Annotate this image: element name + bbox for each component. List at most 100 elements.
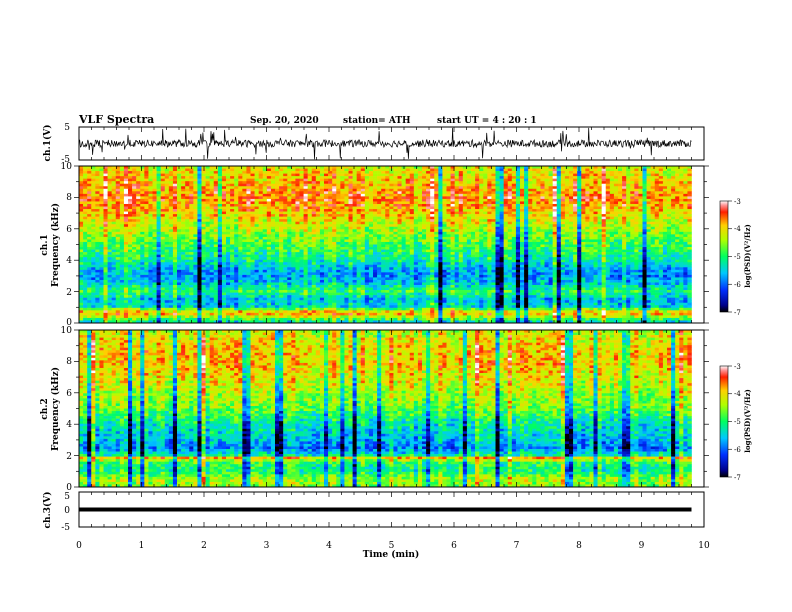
spectrogram-cell — [430, 234, 435, 238]
spectrogram-cell — [91, 211, 96, 215]
spectrogram-cell — [405, 221, 411, 225]
spectrogram-cell — [524, 188, 529, 192]
spectrogram-cell — [311, 229, 317, 233]
spectrogram-cell — [597, 231, 602, 235]
spectrogram-cell — [626, 166, 631, 169]
spectrogram-cell — [311, 183, 317, 187]
spectrogram-cell — [377, 221, 382, 225]
spectrogram-cell — [609, 166, 615, 169]
spectrogram-cell — [303, 188, 308, 192]
spectrogram-cell — [389, 247, 394, 250]
spectrogram-cell — [368, 244, 374, 248]
spectrogram-cell — [385, 244, 390, 248]
spectrogram-cell — [613, 188, 619, 192]
spectrogram-cell — [544, 236, 549, 240]
spectrogram-cell — [299, 239, 304, 243]
spectrogram-cell — [373, 176, 378, 179]
spectrogram-cell — [507, 166, 513, 169]
spectrogram-cell — [503, 206, 509, 210]
spectrogram-cell — [332, 229, 337, 233]
spectrogram-cell — [654, 173, 660, 177]
spectrogram-cell — [91, 219, 96, 223]
spectrogram-cell — [156, 234, 161, 238]
spectrogram-cell — [417, 216, 423, 220]
spectrogram-cell — [91, 239, 96, 243]
spectrogram-cell — [618, 203, 623, 207]
spectrogram-cell — [548, 219, 553, 223]
spectrogram-cell — [221, 173, 227, 177]
spectrogram-cell — [152, 173, 157, 177]
spectrogram-cell — [128, 201, 133, 205]
spectrogram-cell — [495, 181, 500, 185]
spectrogram-cell — [315, 178, 321, 182]
spectrogram-cell — [581, 236, 586, 240]
spectrogram-cell — [577, 191, 582, 195]
spectrogram-cell — [585, 188, 590, 192]
spectrogram-cell — [511, 201, 517, 205]
spectrogram-cell — [667, 221, 672, 225]
spectrogram-cell — [520, 166, 525, 169]
spectrogram-cell — [344, 239, 349, 243]
spectrogram-cell — [115, 244, 121, 248]
spectrogram-cell — [99, 236, 104, 240]
spectrogram-cell — [144, 229, 149, 233]
spectrogram-cell — [230, 191, 235, 195]
spectrogram-cell — [589, 219, 594, 223]
spectrogram-cell — [246, 247, 251, 250]
spectrogram-cell — [364, 221, 370, 225]
spectrogram-cell — [683, 206, 688, 210]
date-label: Sep. 20, 2020 — [250, 116, 319, 126]
spectrogram-cell — [156, 201, 161, 205]
spectrogram-cell — [99, 193, 104, 197]
spectrogram-cell — [442, 193, 447, 197]
spectrogram-cell — [499, 219, 504, 223]
spectrogram-cell — [291, 196, 296, 200]
spectrogram-cell — [119, 201, 125, 205]
spectrogram-cell — [475, 203, 480, 207]
spectrogram-cell — [683, 173, 688, 177]
spectrogram-cell — [626, 201, 631, 205]
spectrogram-cell — [597, 219, 602, 223]
spectrogram-cell — [152, 221, 157, 225]
spectrogram-cell — [226, 191, 231, 195]
spectrogram-cell — [79, 186, 84, 190]
spectrogram-cell — [91, 214, 96, 217]
spectrogram-cell — [634, 186, 639, 190]
spectrogram-cell — [332, 178, 337, 182]
spectrogram-cell — [426, 188, 431, 192]
spectrogram-cell — [650, 211, 656, 215]
spectrogram-cell — [299, 196, 304, 200]
spectrogram-cell — [242, 239, 247, 243]
spectrogram-cell — [487, 178, 492, 182]
spectrogram-cell — [626, 229, 631, 233]
spectrogram-cell — [573, 234, 578, 238]
spectrogram-cell — [119, 186, 125, 190]
spectrogram-cell — [487, 201, 492, 205]
spectrogram-cell — [491, 183, 496, 187]
spectrogram-cell — [487, 188, 492, 192]
spectrogram-cell — [638, 239, 643, 243]
spectrogram-cell — [332, 186, 337, 190]
spectrogram-cell — [417, 178, 423, 182]
spectrogram-cell — [364, 173, 370, 177]
spectrogram-cell — [291, 168, 296, 172]
spectrogram-cell — [275, 221, 280, 225]
spectrogram-cell — [462, 214, 468, 217]
spectrogram-cell — [368, 216, 374, 220]
spectrogram-cell — [634, 183, 639, 187]
spectrogram-cell — [136, 166, 141, 169]
spectrogram-cell — [83, 211, 88, 215]
spectrogram-cell — [103, 241, 108, 245]
spectrogram-cell — [524, 171, 529, 174]
spectrogram-cell — [413, 186, 419, 190]
spectrogram-cell — [95, 191, 100, 195]
spectrogram-cell — [454, 241, 460, 245]
spectrogram-cell — [626, 214, 631, 217]
spectrogram-cell — [409, 229, 415, 233]
spectrogram-cell — [128, 168, 133, 172]
spectrogram-cell — [377, 214, 382, 217]
spectrogram-cell — [368, 196, 374, 200]
spectrogram-cell — [409, 209, 415, 212]
spectrogram-cell — [377, 168, 382, 172]
